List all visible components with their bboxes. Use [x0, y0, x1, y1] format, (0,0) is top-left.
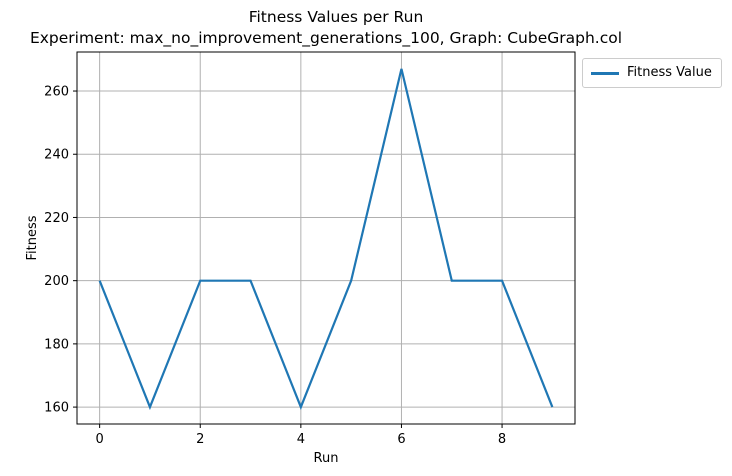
x-tick-label: 4: [297, 432, 305, 447]
legend-label: Fitness Value: [627, 65, 712, 80]
plot-area-frame: [76, 51, 576, 425]
x-tick-label: 8: [498, 432, 506, 447]
x-tick-label: 6: [397, 432, 405, 447]
fitness-value-line: [98, 68, 554, 411]
y-tick-label: 160: [44, 401, 69, 416]
grid: [77, 52, 575, 424]
legend: Fitness Value: [582, 58, 722, 88]
x-axis-label: Run: [314, 451, 339, 466]
axis-ticks: 0 2 4 6 8 160 180 200 220 240 260: [44, 85, 506, 447]
y-tick-label: 220: [44, 211, 69, 226]
y-tick-label: 240: [44, 148, 69, 163]
y-axis-label: Fitness: [25, 215, 40, 260]
y-tick-label: 180: [44, 337, 69, 352]
legend-line-swatch: [591, 72, 619, 75]
series-layer: [98, 68, 554, 411]
chart-title: Fitness Values per Run: [248, 8, 424, 26]
y-tick-label: 200: [44, 274, 69, 289]
x-tick-label: 0: [95, 432, 103, 447]
x-tick-label: 2: [196, 432, 204, 447]
chart-subtitle: Experiment: max_no_improvement_generatio…: [29, 29, 623, 47]
y-tick-label: 260: [44, 85, 69, 100]
